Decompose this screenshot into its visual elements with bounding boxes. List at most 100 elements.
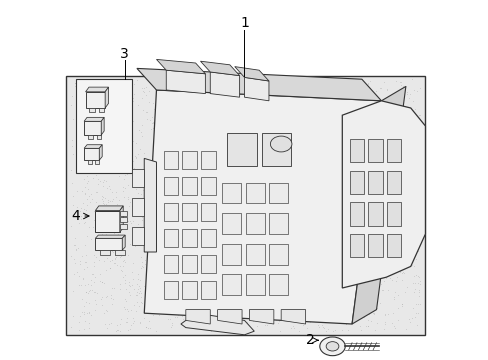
Point	[84, 186, 92, 192]
Point	[216, 244, 224, 250]
Point	[404, 188, 412, 194]
Point	[116, 264, 123, 269]
Point	[354, 304, 362, 310]
Point	[320, 242, 328, 248]
Polygon shape	[89, 108, 95, 112]
Point	[173, 303, 181, 309]
Point	[230, 207, 238, 213]
Point	[315, 223, 323, 229]
Point	[179, 290, 186, 296]
Point	[216, 269, 224, 274]
Point	[212, 261, 220, 267]
Point	[139, 203, 146, 209]
Point	[371, 88, 379, 94]
Point	[392, 225, 400, 231]
Point	[254, 91, 262, 97]
Point	[68, 137, 76, 143]
Point	[185, 293, 193, 299]
Point	[124, 289, 132, 295]
Point	[304, 114, 312, 120]
Point	[382, 87, 390, 93]
Point	[170, 310, 178, 316]
Point	[203, 260, 210, 265]
Point	[238, 264, 245, 269]
Point	[271, 154, 279, 160]
Polygon shape	[97, 135, 101, 139]
Point	[103, 249, 111, 255]
Point	[289, 235, 297, 240]
Point	[246, 178, 254, 184]
Point	[283, 158, 290, 164]
Point	[199, 237, 207, 242]
Point	[402, 107, 409, 113]
Point	[338, 92, 346, 98]
Point	[205, 77, 213, 83]
Point	[318, 141, 326, 147]
Point	[334, 307, 342, 313]
Point	[246, 149, 254, 155]
Point	[142, 186, 149, 192]
Polygon shape	[84, 117, 104, 121]
Point	[84, 325, 92, 331]
Point	[319, 274, 327, 280]
Point	[159, 135, 166, 140]
Point	[209, 302, 217, 308]
Point	[291, 251, 299, 256]
Point	[88, 287, 96, 293]
Point	[151, 267, 159, 273]
Point	[212, 94, 220, 99]
Point	[129, 138, 137, 144]
Point	[328, 144, 336, 149]
Point	[331, 287, 339, 293]
Bar	[182, 151, 197, 169]
Point	[163, 301, 171, 307]
Point	[134, 276, 142, 282]
Point	[249, 272, 257, 278]
Point	[372, 320, 380, 326]
Point	[117, 242, 125, 248]
Point	[409, 87, 417, 93]
Point	[98, 216, 106, 222]
Point	[87, 236, 95, 242]
Point	[209, 91, 217, 97]
Point	[395, 246, 403, 251]
Point	[124, 308, 132, 314]
Point	[126, 107, 134, 113]
Point	[145, 190, 153, 196]
Point	[203, 266, 211, 272]
Point	[193, 82, 201, 87]
Point	[87, 136, 95, 141]
Point	[168, 125, 176, 131]
Point	[257, 198, 265, 203]
Point	[254, 167, 262, 173]
Point	[158, 217, 166, 222]
Point	[227, 96, 235, 102]
Point	[167, 249, 175, 255]
Point	[316, 112, 324, 118]
Point	[304, 187, 311, 193]
Point	[218, 121, 225, 127]
Point	[104, 117, 112, 122]
Point	[179, 259, 186, 265]
Point	[162, 237, 170, 243]
Point	[237, 159, 244, 165]
Point	[254, 269, 262, 274]
Bar	[386, 171, 401, 194]
Point	[127, 150, 135, 156]
Point	[204, 212, 212, 218]
Point	[72, 149, 80, 155]
Point	[167, 215, 175, 220]
Point	[411, 201, 419, 207]
Point	[82, 153, 90, 159]
Point	[357, 215, 365, 220]
Point	[204, 239, 212, 245]
Point	[172, 179, 180, 185]
Point	[178, 124, 186, 130]
Point	[219, 328, 226, 334]
Point	[364, 175, 371, 181]
Point	[363, 323, 371, 329]
Point	[157, 133, 164, 139]
Point	[383, 195, 391, 201]
Point	[269, 311, 277, 316]
Point	[314, 291, 322, 297]
